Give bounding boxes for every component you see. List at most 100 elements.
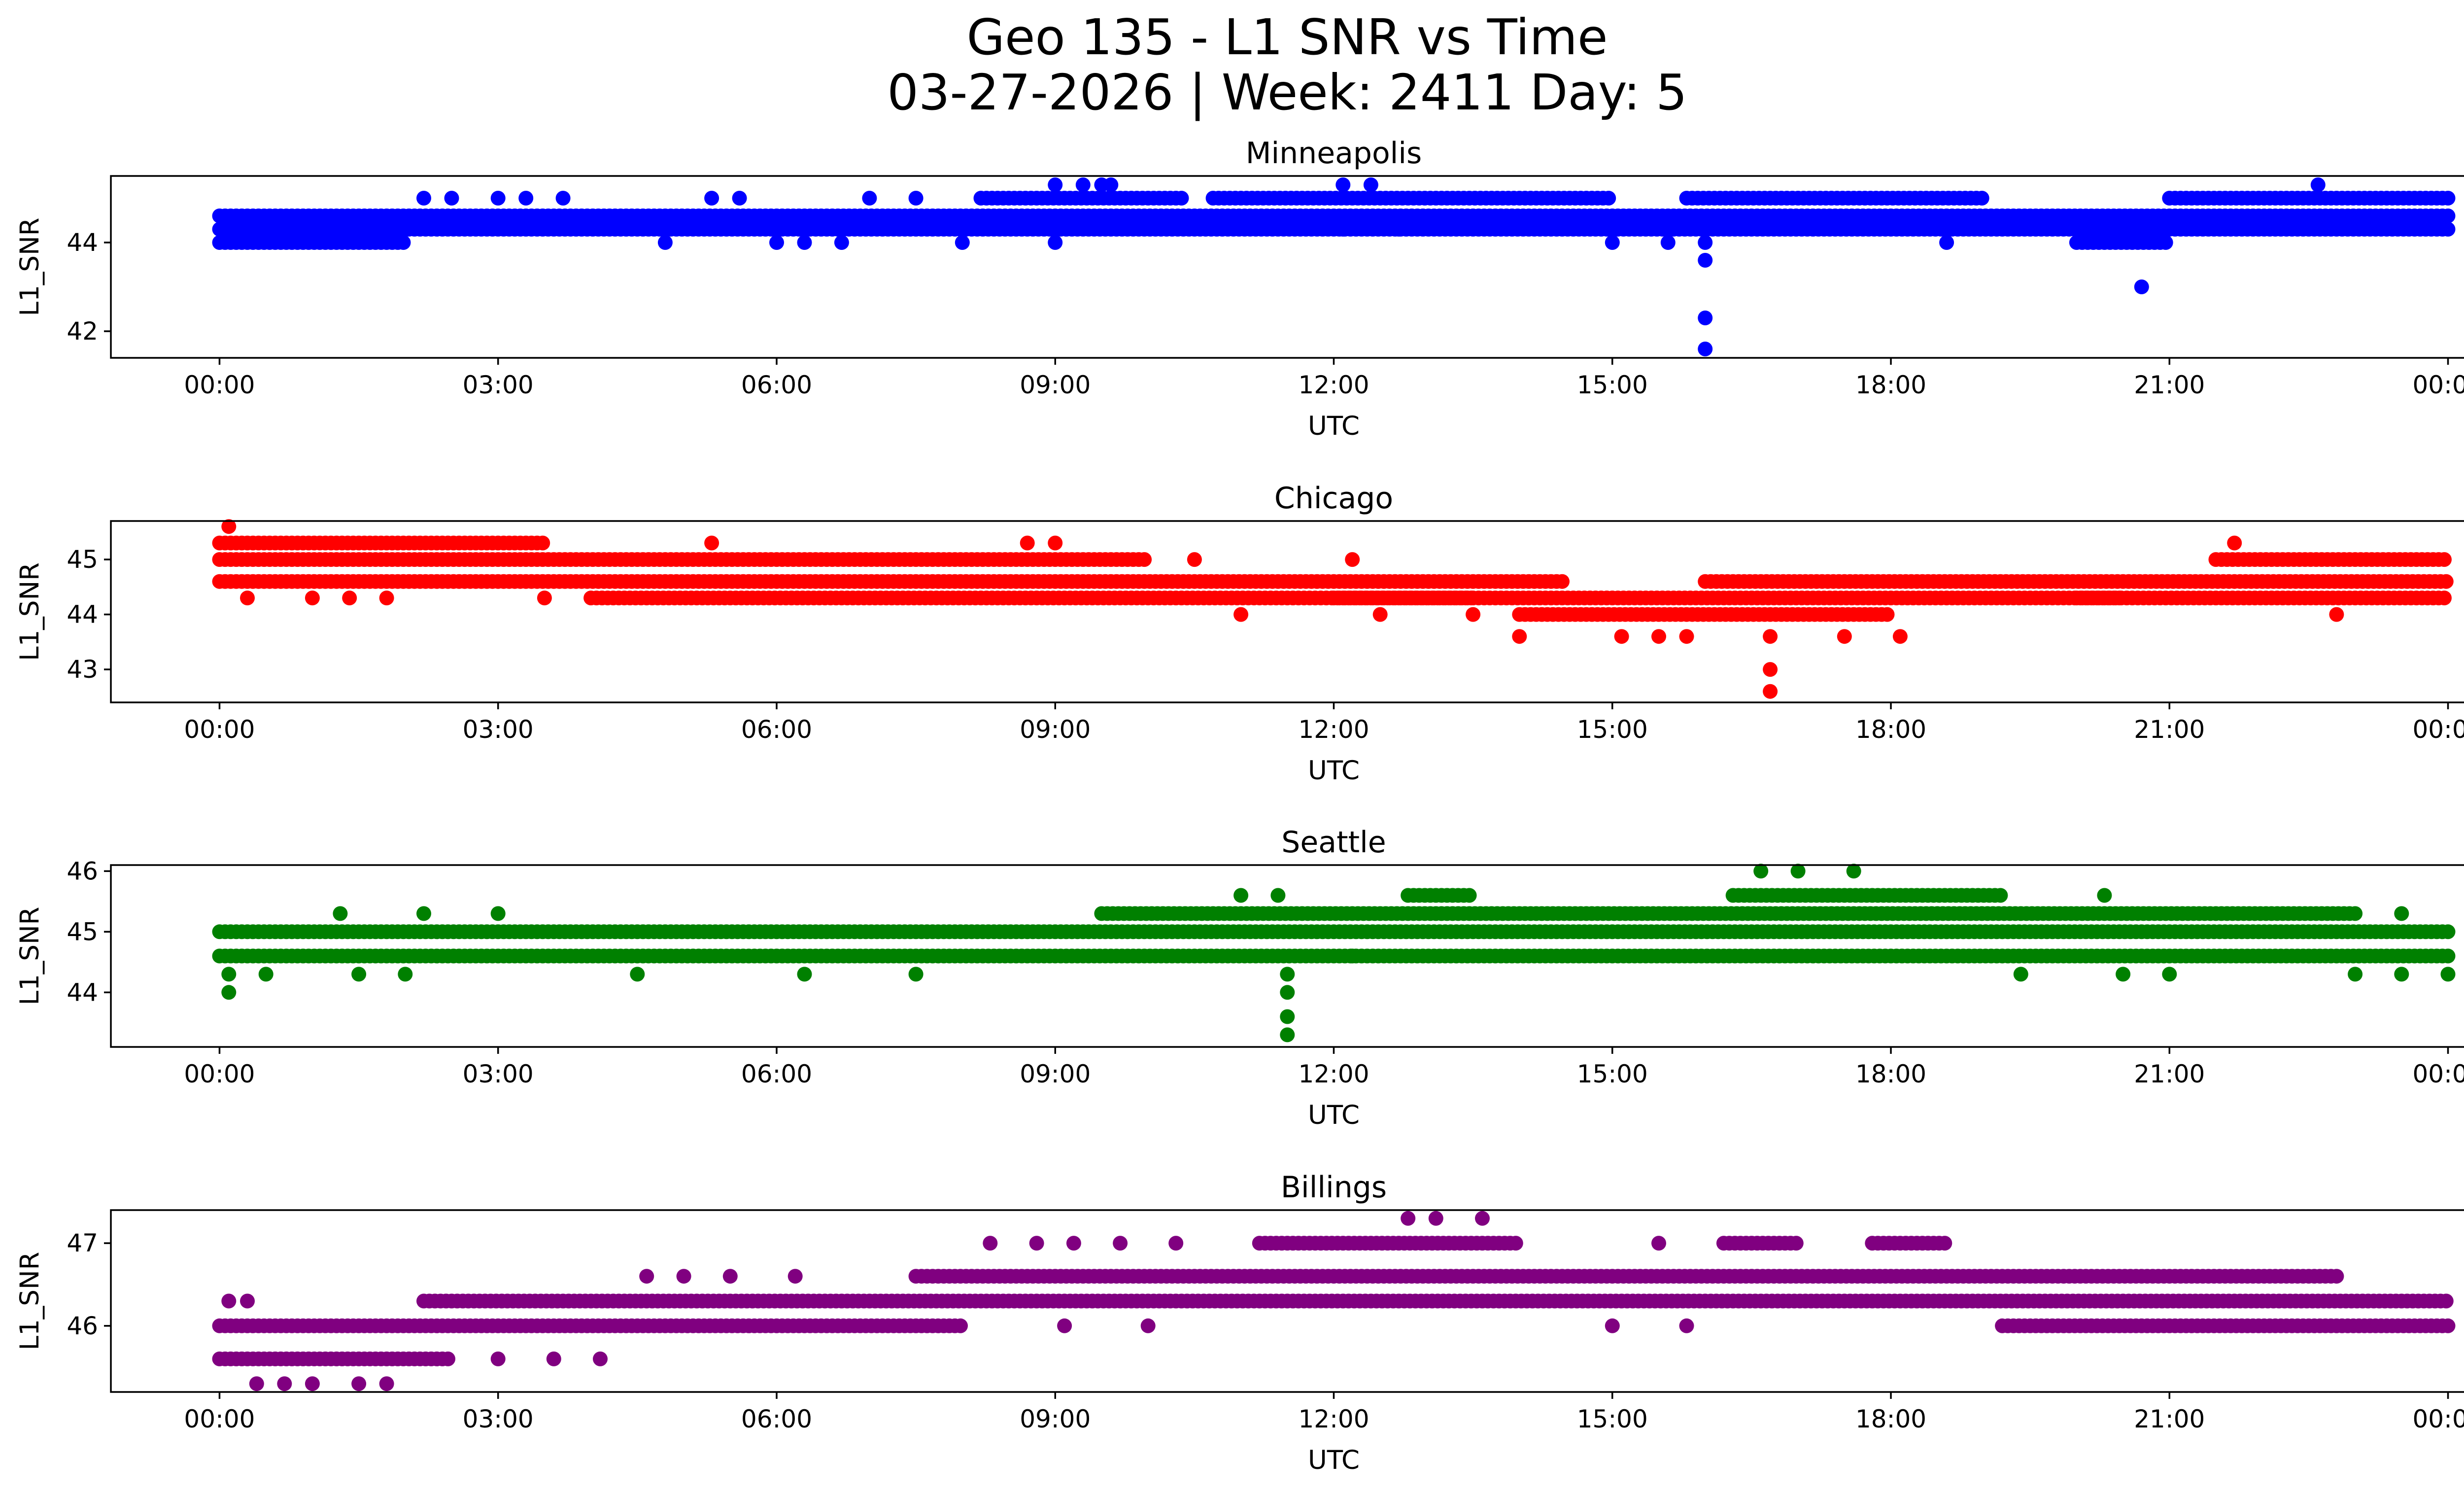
data-point xyxy=(1345,552,1360,567)
data-point xyxy=(249,1376,264,1391)
data-point xyxy=(1937,1236,1952,1251)
x-tick-label: 18:00 xyxy=(1855,1405,1926,1433)
x-tick-label: 00:00 xyxy=(184,1405,255,1433)
data-point xyxy=(1837,629,1852,644)
data-point xyxy=(1790,864,1806,879)
data-point xyxy=(2440,948,2456,964)
subplot-minneapolis: Minneapolis UTC L1_SNR 00:00 03:00 06:00 09… xyxy=(15,136,2464,441)
y-tick-label: 46 xyxy=(67,1312,98,1340)
data-point xyxy=(1335,177,1351,192)
data-point xyxy=(593,1351,608,1366)
data-point xyxy=(1512,629,1527,644)
data-point xyxy=(1753,864,1769,879)
data-point xyxy=(1466,607,1481,622)
subplot-title: Seattle xyxy=(1281,825,1386,860)
plot-frame xyxy=(110,864,2464,1048)
x-tick-label: 15:00 xyxy=(1577,715,1648,744)
data-point xyxy=(2440,191,2456,206)
data-point xyxy=(2097,888,2112,903)
data-point xyxy=(1345,948,1360,964)
data-point xyxy=(221,967,237,982)
data-point xyxy=(1137,552,1152,567)
y-tick-label: 46 xyxy=(67,857,98,885)
data-point xyxy=(2440,967,2456,982)
x-axis-label: UTC xyxy=(1308,756,1360,786)
axis-ticks: 00:00 03:00 06:00 09:00 12:00 15:00 18:00 21:00… xyxy=(67,545,2464,744)
data-point xyxy=(1605,235,1620,250)
data-point xyxy=(1391,222,1406,237)
data-point xyxy=(2310,177,2326,192)
x-tick-label: 12:00 xyxy=(1298,1405,1369,1433)
data-point xyxy=(2438,574,2454,589)
figure-title-line1: Geo 135 - L1 SNR vs Time xyxy=(967,8,1608,66)
data-point xyxy=(1605,1318,1620,1333)
x-tick-label: 00:00 xyxy=(2413,715,2464,744)
x-tick-label: 03:00 xyxy=(463,715,534,744)
data-point xyxy=(797,967,812,982)
x-axis-label: UTC xyxy=(1308,1445,1360,1475)
x-tick-label: 00:00 xyxy=(2413,371,2464,399)
x-tick-label: 15:00 xyxy=(1577,371,1648,399)
data-point xyxy=(1280,1027,1295,1043)
data-point xyxy=(2116,967,2131,982)
x-tick-label: 21:00 xyxy=(2134,1060,2205,1088)
data-point xyxy=(1048,535,1063,551)
data-point xyxy=(2394,906,2409,921)
data-point xyxy=(2394,967,2409,982)
data-point xyxy=(676,1269,691,1284)
data-point xyxy=(1174,191,1189,206)
x-tick-label: 00:00 xyxy=(2413,1060,2464,1088)
subplot-title: Billings xyxy=(1281,1170,1387,1205)
data-point xyxy=(1270,888,1286,903)
x-axis-label: UTC xyxy=(1308,1100,1360,1130)
subplot-chicago: Chicago UTC L1_SNR 00:00 03:00 06:00 09:00 1… xyxy=(15,481,2464,786)
x-tick-label: 00:00 xyxy=(2413,1405,2464,1433)
x-tick-label: 15:00 xyxy=(1577,1405,1648,1433)
x-tick-label: 00:00 xyxy=(184,1060,255,1088)
data-point xyxy=(1555,574,1570,589)
data-point xyxy=(221,1293,237,1309)
y-axis-label: L1_SNR xyxy=(15,1252,45,1351)
data-point xyxy=(221,519,237,534)
x-tick-label: 03:00 xyxy=(463,1405,534,1433)
data-point xyxy=(396,235,411,250)
data-point xyxy=(732,191,747,206)
x-tick-label: 06:00 xyxy=(741,371,812,399)
data-point xyxy=(1428,1211,1443,1226)
data-point xyxy=(1187,552,1202,567)
data-point xyxy=(398,967,413,982)
data-point xyxy=(518,191,534,206)
data-point xyxy=(1113,1236,1128,1251)
y-axis-label: L1_SNR xyxy=(15,562,45,661)
x-tick-label: 12:00 xyxy=(1298,715,1369,744)
data-point xyxy=(351,967,367,982)
subplot-title: Minneapolis xyxy=(1246,136,1422,171)
data-point xyxy=(639,1269,654,1284)
x-tick-label: 03:00 xyxy=(463,371,534,399)
data-point xyxy=(1892,629,1908,644)
data-point xyxy=(546,1351,561,1366)
data-point xyxy=(1698,342,1713,356)
data-point xyxy=(1233,888,1249,903)
x-tick-label: 09:00 xyxy=(1020,1405,1091,1433)
data-point xyxy=(1763,662,1778,677)
x-tick-label: 06:00 xyxy=(741,1405,812,1433)
data-point xyxy=(1075,177,1091,192)
data-point xyxy=(305,1376,320,1391)
plot-frame xyxy=(110,175,2464,359)
x-tick-label: 18:00 xyxy=(1855,715,1926,744)
y-axis-label: L1_SNR xyxy=(15,218,45,316)
figure-title-line2: 03-27-2026 | Week: 2411 Day: 5 xyxy=(887,64,1687,121)
data-point xyxy=(797,235,812,250)
data-point xyxy=(2440,1318,2456,1333)
subplot-billings: Billings UTC L1_SNR 00:00 03:00 06:00 09:00… xyxy=(15,1170,2464,1475)
data-point xyxy=(1048,235,1063,250)
x-tick-label: 06:00 xyxy=(741,715,812,744)
data-point xyxy=(2437,552,2452,567)
data-point xyxy=(1280,1009,1295,1024)
x-tick-label: 09:00 xyxy=(1020,715,1091,744)
data-point xyxy=(1763,684,1778,699)
subplot-title: Chicago xyxy=(1274,481,1393,516)
data-point xyxy=(2348,906,2363,921)
data-point xyxy=(1614,629,1629,644)
